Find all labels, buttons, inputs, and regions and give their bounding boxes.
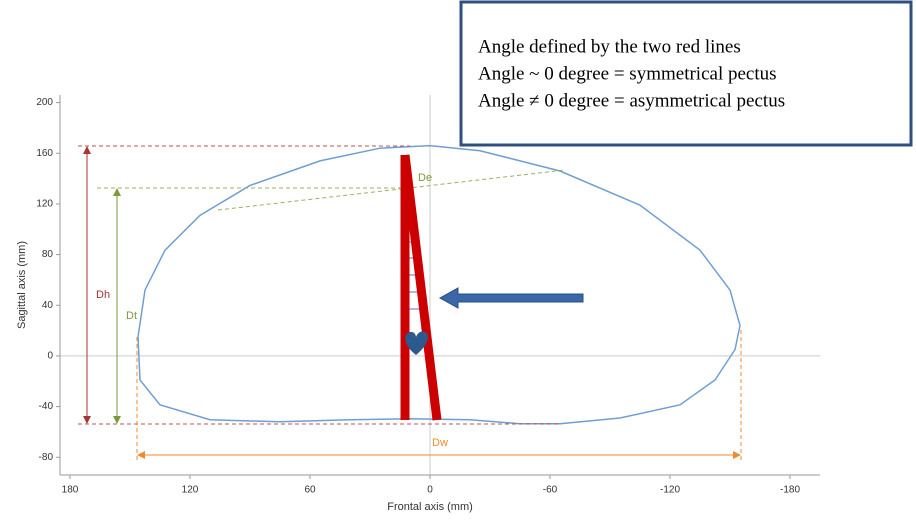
annotation: De: [418, 172, 432, 184]
y-tick-label: 160: [36, 148, 53, 159]
note-line: Angle ~ 0 degree = symmetrical pectus: [478, 63, 777, 84]
x-tick-label: 60: [304, 485, 316, 496]
y-tick-label: 120: [36, 199, 53, 210]
y-tick-label: 0: [47, 351, 53, 362]
contour: [137, 144, 741, 425]
annotation: Dw: [432, 437, 448, 449]
x-tick-label: 0: [427, 485, 433, 496]
y-tick-label: 200: [36, 97, 53, 108]
arrow: [438, 287, 584, 309]
annotation: Dh: [96, 289, 110, 301]
x-tick-label: 120: [182, 485, 199, 496]
x-tick-label: -120: [660, 485, 680, 496]
y-tick-label: 80: [42, 249, 54, 260]
y-tick-label: -80: [39, 452, 54, 463]
x-tick-label: -180: [780, 485, 800, 496]
y-tick-label: 40: [42, 300, 54, 311]
note-line: Angle ≠ 0 degree = asymmetrical pectus: [478, 90, 785, 111]
annotation: Dt: [126, 310, 137, 322]
y-tick-label: -40: [39, 401, 54, 412]
y-axis-label: Sagittal axis (mm): [16, 241, 28, 329]
note-box: [459, 0, 913, 147]
heart-icon: [405, 331, 429, 355]
dashed-line: [217, 169, 566, 211]
x-tick-label: -60: [543, 485, 558, 496]
red-line: [400, 154, 442, 421]
note-line: Angle defined by the two red lines: [478, 36, 741, 57]
x-axis-label: Frontal axis (mm): [387, 501, 473, 513]
x-tick-label: 180: [62, 485, 79, 496]
